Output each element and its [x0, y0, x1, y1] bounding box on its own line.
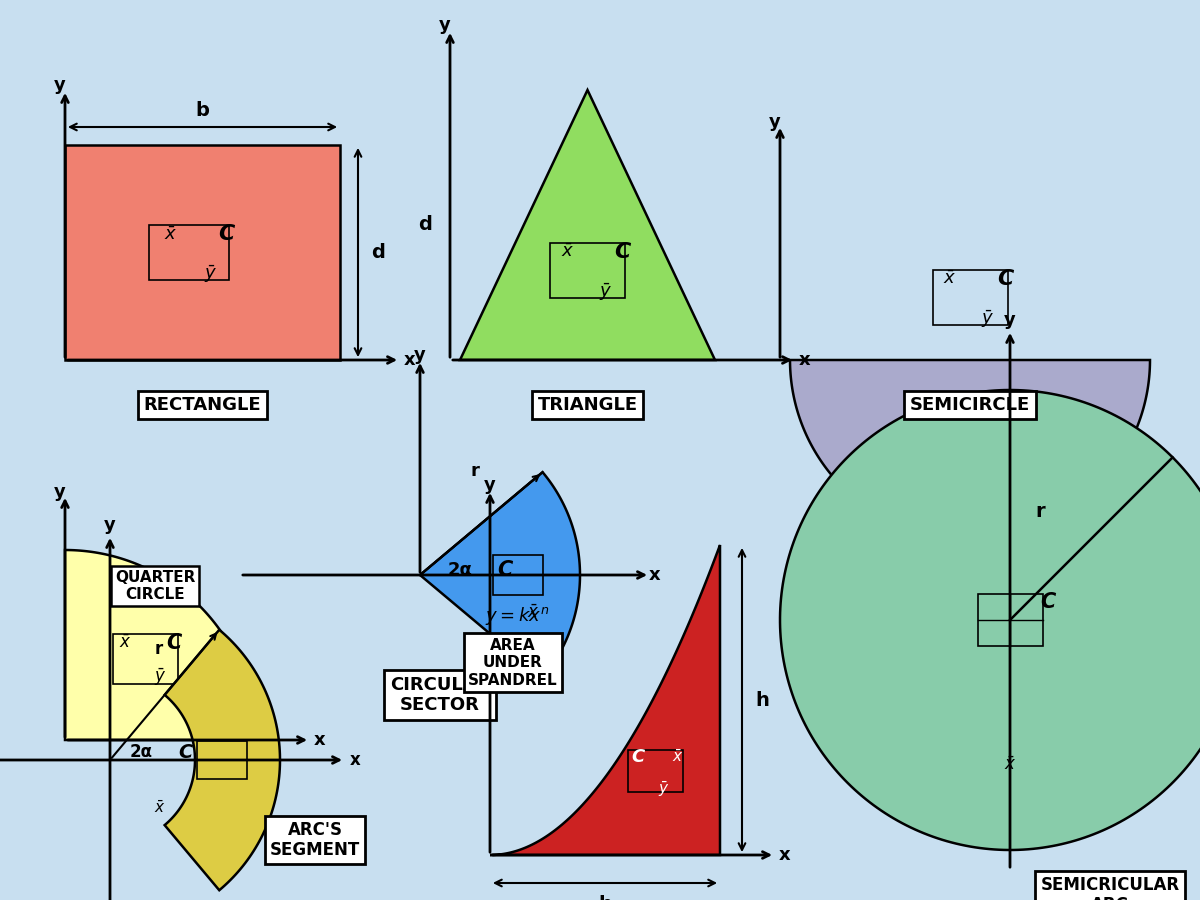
Text: b: b — [598, 896, 612, 900]
Text: y: y — [54, 76, 66, 94]
Text: r: r — [1034, 502, 1045, 521]
Text: $\bar{x}$: $\bar{x}$ — [672, 749, 683, 765]
Text: $\bar{y}$: $\bar{y}$ — [982, 308, 995, 329]
Text: C: C — [631, 748, 644, 766]
Text: $\bar{x}$: $\bar{x}$ — [1003, 756, 1016, 774]
Text: y: y — [484, 476, 496, 494]
Text: $\bar{x}$: $\bar{x}$ — [527, 604, 540, 622]
Text: SEMICRICULAR
ARC: SEMICRICULAR ARC — [1040, 876, 1180, 900]
Text: $\bar{y}$: $\bar{y}$ — [658, 779, 670, 799]
Text: b: b — [196, 101, 210, 120]
Text: CIRCULAR
SECTOR: CIRCULAR SECTOR — [390, 676, 490, 715]
Text: RECTANGLE: RECTANGLE — [144, 396, 262, 414]
Bar — [113, 634, 178, 684]
Text: $\bar{x}$: $\bar{x}$ — [120, 634, 132, 652]
Text: C: C — [166, 634, 181, 653]
Text: $\bar{y}$: $\bar{y}$ — [599, 281, 612, 302]
Text: x: x — [779, 846, 791, 864]
Text: d: d — [371, 243, 385, 262]
Text: ARC'S
SEGMENT: ARC'S SEGMENT — [270, 821, 360, 860]
Bar — [628, 751, 683, 792]
Bar — [149, 225, 229, 280]
Text: 2α: 2α — [448, 561, 473, 579]
Bar — [493, 555, 544, 595]
Polygon shape — [780, 390, 1200, 850]
Text: d: d — [418, 215, 432, 235]
Bar — [932, 269, 1008, 325]
Polygon shape — [164, 630, 280, 890]
Text: $\bar{y}$: $\bar{y}$ — [204, 264, 217, 285]
Text: $\bar{x}$: $\bar{x}$ — [943, 270, 956, 288]
Text: y: y — [1004, 311, 1016, 329]
Text: C: C — [497, 560, 512, 580]
Text: C: C — [1040, 592, 1056, 612]
Text: TRIANGLE: TRIANGLE — [538, 396, 637, 414]
Polygon shape — [490, 545, 720, 855]
Text: C: C — [178, 742, 192, 761]
Text: x: x — [649, 566, 661, 584]
Polygon shape — [420, 472, 580, 678]
Bar — [550, 242, 625, 298]
Text: x: x — [799, 351, 811, 369]
Text: y: y — [439, 16, 451, 34]
Text: h: h — [755, 690, 769, 709]
Text: y: y — [769, 113, 781, 131]
Text: $\bar{x}$: $\bar{x}$ — [560, 243, 574, 261]
Text: SEMICIRCLE: SEMICIRCLE — [910, 396, 1030, 414]
Text: r: r — [155, 641, 163, 659]
Text: $\bar{y}$: $\bar{y}$ — [155, 667, 167, 688]
Text: y: y — [414, 346, 426, 364]
Text: $\bar{x}$: $\bar{x}$ — [155, 800, 166, 816]
Text: C: C — [218, 224, 235, 245]
Bar — [65, 145, 340, 360]
Text: $y=kx^n$: $y=kx^n$ — [485, 606, 550, 627]
Text: x: x — [314, 731, 326, 749]
Bar — [978, 594, 1043, 646]
Polygon shape — [460, 90, 715, 360]
Polygon shape — [65, 550, 256, 740]
Text: AREA
UNDER
SPANDREL: AREA UNDER SPANDREL — [468, 638, 558, 688]
Text: C: C — [614, 242, 631, 262]
Text: y: y — [104, 516, 116, 534]
Polygon shape — [790, 360, 1150, 540]
Text: x: x — [349, 751, 360, 769]
Text: 2α: 2α — [130, 743, 154, 761]
Text: C: C — [997, 269, 1013, 289]
Text: x: x — [404, 351, 416, 369]
Text: r: r — [470, 462, 479, 480]
Bar — [197, 741, 247, 779]
Text: y: y — [54, 483, 66, 501]
Text: $\bar{x}$: $\bar{x}$ — [164, 226, 178, 244]
Text: QUARTER
CIRCLE: QUARTER CIRCLE — [115, 570, 196, 602]
